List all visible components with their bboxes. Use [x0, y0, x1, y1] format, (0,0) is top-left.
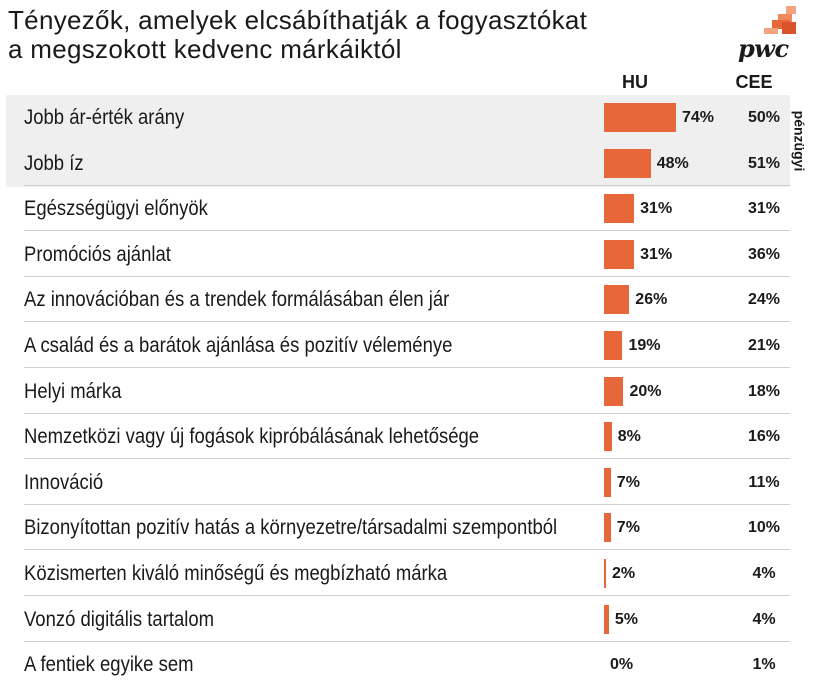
pwc-logo: pwc — [738, 6, 800, 66]
hu-bar — [604, 422, 612, 452]
chart-row: A fentiek egyike sem 0% 1% — [6, 642, 790, 687]
hu-value-label: 8% — [617, 428, 641, 446]
hu-value-label: 74% — [682, 109, 715, 126]
hu-bar — [604, 559, 606, 588]
hu-bar — [604, 604, 609, 634]
chart-row: Bizonyítottan pozitív hatás a környezetr… — [6, 505, 790, 551]
column-header-hu: HU — [622, 72, 648, 92]
row-divider — [24, 230, 790, 232]
chart-row: A család és a barátok ajánlása és pozití… — [6, 323, 790, 368]
hu-value-label: 48% — [656, 154, 689, 172]
title-line-1: Tényezők, amelyek elcsábíthatják a fogya… — [8, 5, 588, 35]
chart-row: Vonzó digitális tartalom 5% 4% — [6, 597, 790, 642]
chart-row: Az innovációban és a trendek formálásába… — [6, 277, 790, 323]
row-divider — [24, 640, 790, 642]
hu-bar — [604, 103, 676, 132]
chart-row: Közismerten kiváló minőségű és megbízhat… — [6, 551, 790, 596]
hu-value-label: 31% — [640, 200, 673, 218]
cee-value-label: 18% — [747, 382, 781, 400]
hu-bar — [604, 239, 635, 269]
hu-value-label: 5% — [614, 610, 638, 628]
chart-row: Nemzetközi vagy új fogások kipróbálásána… — [6, 414, 790, 460]
title-line-2: a megszokott kedvenc márkáiktól — [8, 34, 402, 64]
hu-value-label: 31% — [640, 245, 673, 263]
category-label: Promóciós ajánlat — [24, 242, 171, 266]
hu-bar — [604, 467, 611, 497]
hu-value-label: 0% — [610, 656, 634, 674]
chart-row: Jobb ár-érték arány 74% 50% — [6, 95, 790, 140]
category-label: Jobb íz — [24, 151, 84, 175]
pwc-logo-mark — [764, 6, 796, 34]
hu-bar — [604, 513, 611, 543]
cee-value-label: 4% — [752, 610, 776, 628]
chart-row: Helyi márka 20% 18% — [6, 369, 790, 414]
hu-bar — [604, 194, 635, 224]
chart-row: Innováció 7% 11% — [6, 460, 790, 505]
hu-bar — [604, 331, 623, 360]
hu-value-label: 2% — [611, 565, 636, 582]
cee-value-label: 50% — [747, 109, 781, 126]
cee-value-label: 16% — [747, 428, 781, 446]
column-header-cee: CEE — [735, 72, 773, 92]
row-divider — [24, 549, 790, 551]
category-label: Jobb ár-érték arány — [24, 106, 185, 129]
hu-bar — [604, 285, 630, 315]
cee-value-label: 31% — [747, 200, 781, 218]
category-label: Bizonyítottan pozitív hatás a környezetr… — [24, 516, 558, 540]
hu-value-label: 19% — [628, 337, 661, 354]
hu-bar — [604, 148, 651, 178]
cee-value-label: 10% — [747, 519, 781, 537]
category-label: Egészségügyi előnyök — [24, 197, 208, 221]
category-label: Az innovációban és a trendek formálásába… — [24, 288, 450, 312]
row-divider — [24, 458, 790, 460]
cee-value-label: 36% — [747, 245, 781, 263]
hu-value-label: 20% — [629, 382, 662, 400]
category-label: Közismerten kiváló minőségű és megbízhat… — [24, 562, 448, 585]
hu-value-label: 7% — [616, 473, 640, 491]
hu-bar — [604, 376, 624, 406]
row-divider — [24, 503, 790, 505]
cee-value-label: 11% — [748, 473, 780, 491]
cee-value-label: 51% — [747, 154, 781, 172]
cee-value-label: 1% — [752, 656, 776, 674]
row-divider — [24, 367, 790, 368]
cee-value-label: 21% — [747, 337, 781, 354]
row-divider — [24, 595, 790, 596]
row-divider — [24, 412, 790, 414]
category-label: Nemzetközi vagy új fogások kipróbálásána… — [24, 425, 480, 449]
row-divider — [24, 184, 790, 186]
pwc-logo-text: pwc — [738, 34, 789, 63]
row-divider — [24, 321, 790, 323]
category-label: A fentiek egyike sem — [24, 653, 194, 677]
cee-value-label: 24% — [747, 291, 781, 309]
hu-value-label: 7% — [616, 519, 640, 537]
chart-title: Tényezők, amelyek elcsábíthatják a fogya… — [8, 6, 738, 64]
category-label: A család és a barátok ajánlása és pozití… — [24, 334, 453, 357]
cee-value-label: 4% — [752, 565, 776, 582]
chart-row: Jobb íz 48% 51% — [6, 141, 790, 186]
category-label: Innováció — [24, 470, 104, 494]
chart-row: Promóciós ajánlat 31% 36% — [6, 232, 790, 277]
category-label: Helyi márka — [24, 379, 122, 403]
category-label: Vonzó digitális tartalom — [24, 607, 215, 631]
hu-value-label: 26% — [635, 291, 668, 309]
row-divider — [24, 275, 790, 277]
chart-row: Egészségügyi előnyök 31% 31% — [6, 186, 790, 232]
